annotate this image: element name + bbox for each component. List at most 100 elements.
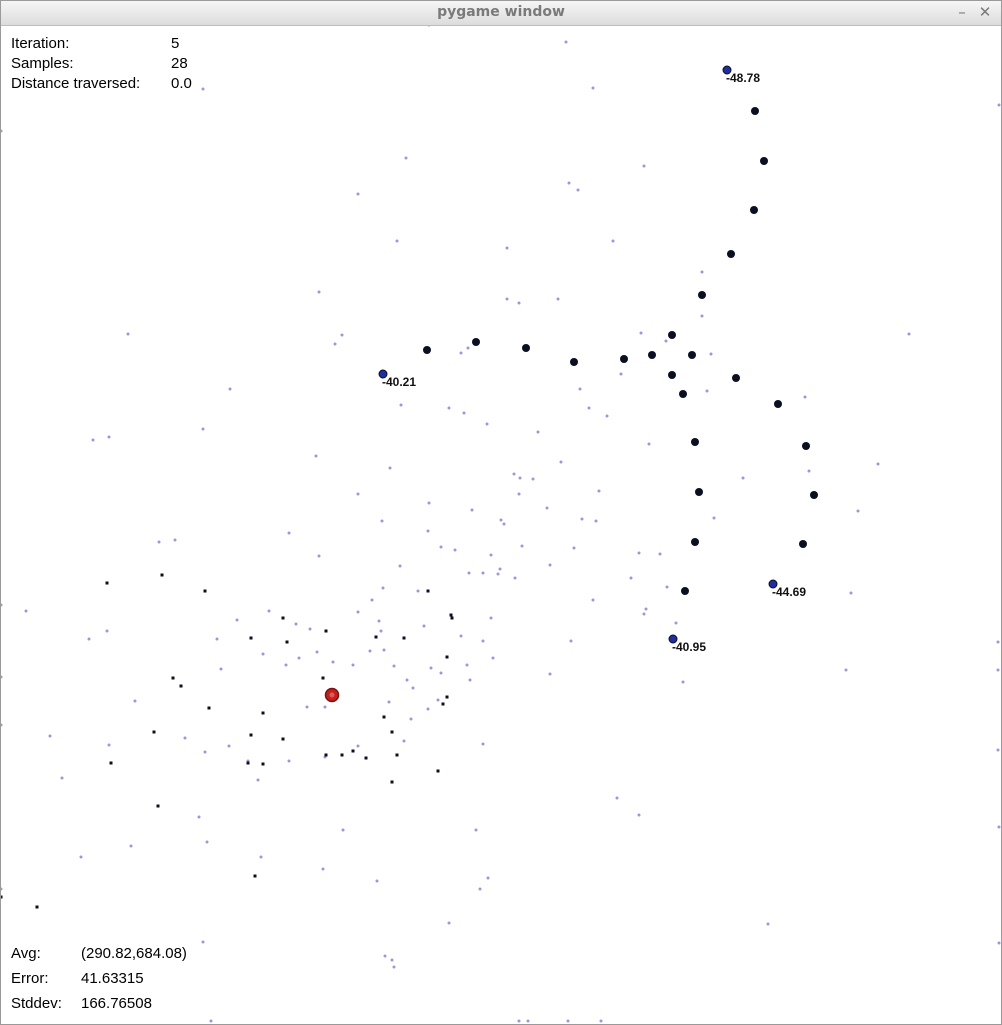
particle — [807, 469, 811, 473]
close-icon[interactable]: ✕ — [978, 3, 992, 21]
particle — [536, 430, 540, 434]
particle — [382, 648, 386, 652]
sample-marker — [281, 616, 285, 620]
particle — [351, 663, 355, 667]
particle — [402, 739, 406, 743]
particle — [315, 650, 319, 654]
particle — [308, 627, 312, 631]
particle — [474, 828, 478, 832]
particle — [505, 297, 509, 301]
particle — [505, 246, 509, 250]
path-point — [688, 351, 696, 359]
particle — [392, 965, 396, 969]
particle — [629, 576, 633, 580]
particle — [489, 616, 493, 620]
beacon-label: -40.21 — [382, 375, 416, 389]
path-point — [648, 351, 656, 359]
particle — [517, 301, 521, 305]
particle — [197, 815, 201, 819]
particle — [481, 742, 485, 746]
path-point — [732, 374, 740, 382]
particle — [466, 346, 470, 350]
particle — [1, 887, 3, 891]
particle — [597, 489, 601, 493]
particle — [526, 1019, 530, 1023]
particle — [709, 352, 713, 356]
particle — [639, 331, 643, 335]
particle — [256, 778, 260, 782]
particle — [79, 855, 83, 859]
particle — [518, 476, 522, 480]
particle — [700, 270, 704, 274]
particle — [705, 389, 709, 393]
particle — [107, 743, 111, 747]
path-point — [691, 438, 699, 446]
particle — [531, 477, 535, 481]
particle — [404, 156, 408, 160]
iteration-value: 5 — [171, 35, 180, 52]
particle — [392, 664, 396, 668]
path-point — [695, 488, 703, 496]
path-point — [472, 338, 480, 346]
particle — [580, 517, 584, 521]
particle — [997, 941, 1001, 945]
particle — [333, 342, 337, 346]
sample-marker — [203, 589, 207, 593]
particle — [996, 748, 1000, 752]
sample-marker — [324, 629, 328, 633]
sample-marker — [1, 895, 3, 899]
particle — [1, 723, 3, 727]
particle — [91, 438, 95, 442]
particle — [201, 940, 205, 944]
sample-marker — [390, 780, 394, 784]
particle — [409, 717, 413, 721]
sample-marker — [171, 676, 175, 680]
path-point — [799, 540, 807, 548]
path-point — [522, 344, 530, 352]
particle — [548, 672, 552, 676]
particle — [489, 553, 493, 557]
sample-marker — [445, 655, 449, 659]
particle — [381, 586, 385, 590]
particle — [331, 660, 335, 664]
particle — [439, 545, 443, 549]
sample-marker — [249, 733, 253, 737]
particle — [48, 734, 52, 738]
sample-marker — [253, 874, 257, 878]
particle — [502, 522, 506, 526]
particle — [619, 372, 623, 376]
beacon-marker — [668, 634, 678, 644]
particle — [591, 598, 595, 602]
sample-marker — [382, 715, 386, 719]
particle — [564, 40, 568, 44]
particle — [340, 333, 344, 337]
particle — [468, 678, 472, 682]
path-point — [774, 400, 782, 408]
samples-value: 28 — [171, 55, 188, 72]
particle — [491, 656, 495, 660]
minimize-icon[interactable]: – — [958, 3, 966, 21]
simulation-canvas[interactable]: -48.78 -40.21 -44.69 -40.95 Iteration: 5 Sa… — [1, 26, 1001, 1024]
particle — [447, 921, 451, 925]
particle — [647, 442, 651, 446]
sample-marker — [105, 581, 109, 585]
particle — [907, 332, 911, 336]
particle — [398, 564, 402, 568]
particle — [427, 501, 431, 505]
particle — [157, 540, 161, 544]
particle — [594, 519, 598, 523]
beacon-marker — [722, 65, 732, 75]
sample-marker — [351, 749, 355, 753]
sample-marker — [179, 684, 183, 688]
particle — [294, 622, 298, 626]
title-bar[interactable]: pygame window – ✕ — [1, 1, 1001, 26]
beacon-label: -48.78 — [726, 71, 760, 85]
sample-marker — [340, 753, 344, 757]
particle — [317, 290, 321, 294]
particle — [517, 1019, 521, 1023]
particle — [665, 585, 669, 589]
particle — [321, 867, 325, 871]
particle — [712, 516, 716, 520]
particle — [470, 508, 474, 512]
particle — [599, 1019, 603, 1023]
